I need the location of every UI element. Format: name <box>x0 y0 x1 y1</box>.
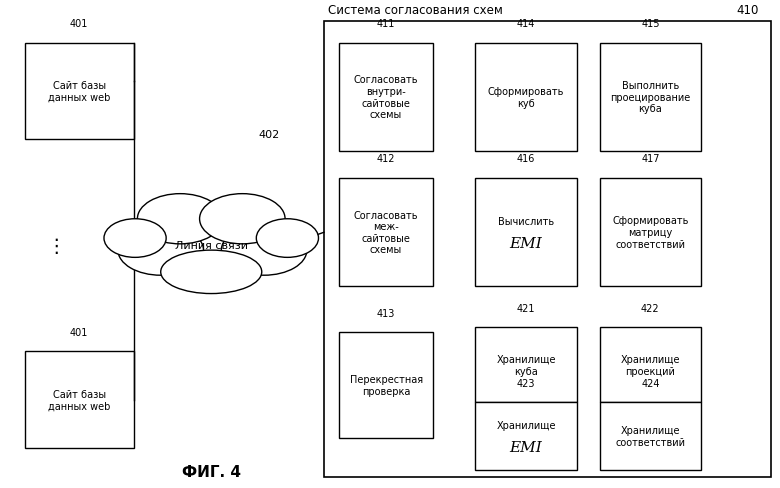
Text: Хранилище: Хранилище <box>496 421 556 430</box>
Text: EMI: EMI <box>509 236 542 250</box>
Text: ⋮: ⋮ <box>46 236 66 255</box>
Ellipse shape <box>137 194 223 244</box>
Text: Сайт базы
данных web: Сайт базы данных web <box>48 81 110 102</box>
Text: Вычислить: Вычислить <box>498 217 554 227</box>
Text: 412: 412 <box>377 154 395 164</box>
Text: Сформировать
матрицу
соответствий: Сформировать матрицу соответствий <box>612 216 689 249</box>
Ellipse shape <box>222 225 307 276</box>
Ellipse shape <box>161 251 262 294</box>
Text: Линия связи: Линия связи <box>175 241 248 251</box>
Text: 423: 423 <box>517 378 535 388</box>
Text: 413: 413 <box>377 308 395 318</box>
Text: Хранилище
куба: Хранилище куба <box>496 354 556 376</box>
Text: Сайт базы
данных web: Сайт базы данных web <box>48 389 110 411</box>
FancyBboxPatch shape <box>476 327 576 402</box>
FancyBboxPatch shape <box>324 22 771 477</box>
Text: Хранилище
соответствий: Хранилище соответствий <box>615 425 686 447</box>
Text: 422: 422 <box>641 303 660 313</box>
FancyBboxPatch shape <box>600 43 701 152</box>
Text: 402: 402 <box>259 130 280 140</box>
Text: EMI: EMI <box>509 440 542 454</box>
Text: 411: 411 <box>377 19 395 29</box>
Text: Согласовать
внутри-
сайтовые
схемы: Согласовать внутри- сайтовые схемы <box>354 75 418 120</box>
Text: 415: 415 <box>641 19 660 29</box>
FancyBboxPatch shape <box>476 178 576 287</box>
Ellipse shape <box>257 219 318 258</box>
Text: 401: 401 <box>70 327 88 337</box>
Ellipse shape <box>145 211 278 281</box>
Ellipse shape <box>200 194 285 244</box>
Text: ФИГ. 4: ФИГ. 4 <box>182 465 241 479</box>
FancyBboxPatch shape <box>476 402 576 470</box>
Text: 414: 414 <box>517 19 535 29</box>
Text: Система согласования схем: Система согласования схем <box>328 4 502 17</box>
FancyBboxPatch shape <box>25 352 133 448</box>
Ellipse shape <box>118 225 204 276</box>
FancyBboxPatch shape <box>339 332 433 438</box>
FancyBboxPatch shape <box>600 402 701 470</box>
FancyBboxPatch shape <box>25 43 133 140</box>
Text: 416: 416 <box>517 154 535 164</box>
FancyBboxPatch shape <box>339 178 433 287</box>
FancyBboxPatch shape <box>600 178 701 287</box>
Ellipse shape <box>104 219 166 258</box>
Text: 401: 401 <box>70 19 88 29</box>
FancyBboxPatch shape <box>339 43 433 152</box>
Text: 410: 410 <box>737 4 759 17</box>
Text: 421: 421 <box>517 303 535 313</box>
Text: 417: 417 <box>641 154 660 164</box>
Text: 424: 424 <box>641 378 660 388</box>
Text: Согласовать
меж-
сайтовые
схемы: Согласовать меж- сайтовые схемы <box>354 210 418 255</box>
Text: Выполнить
проецирование
куба: Выполнить проецирование куба <box>610 81 690 114</box>
FancyBboxPatch shape <box>476 43 576 152</box>
Text: Хранилище
проекций: Хранилище проекций <box>621 354 680 376</box>
Text: Сформировать
куб: Сформировать куб <box>488 87 564 108</box>
FancyBboxPatch shape <box>600 327 701 402</box>
Text: Перекрестная
проверка: Перекрестная проверка <box>349 375 423 396</box>
